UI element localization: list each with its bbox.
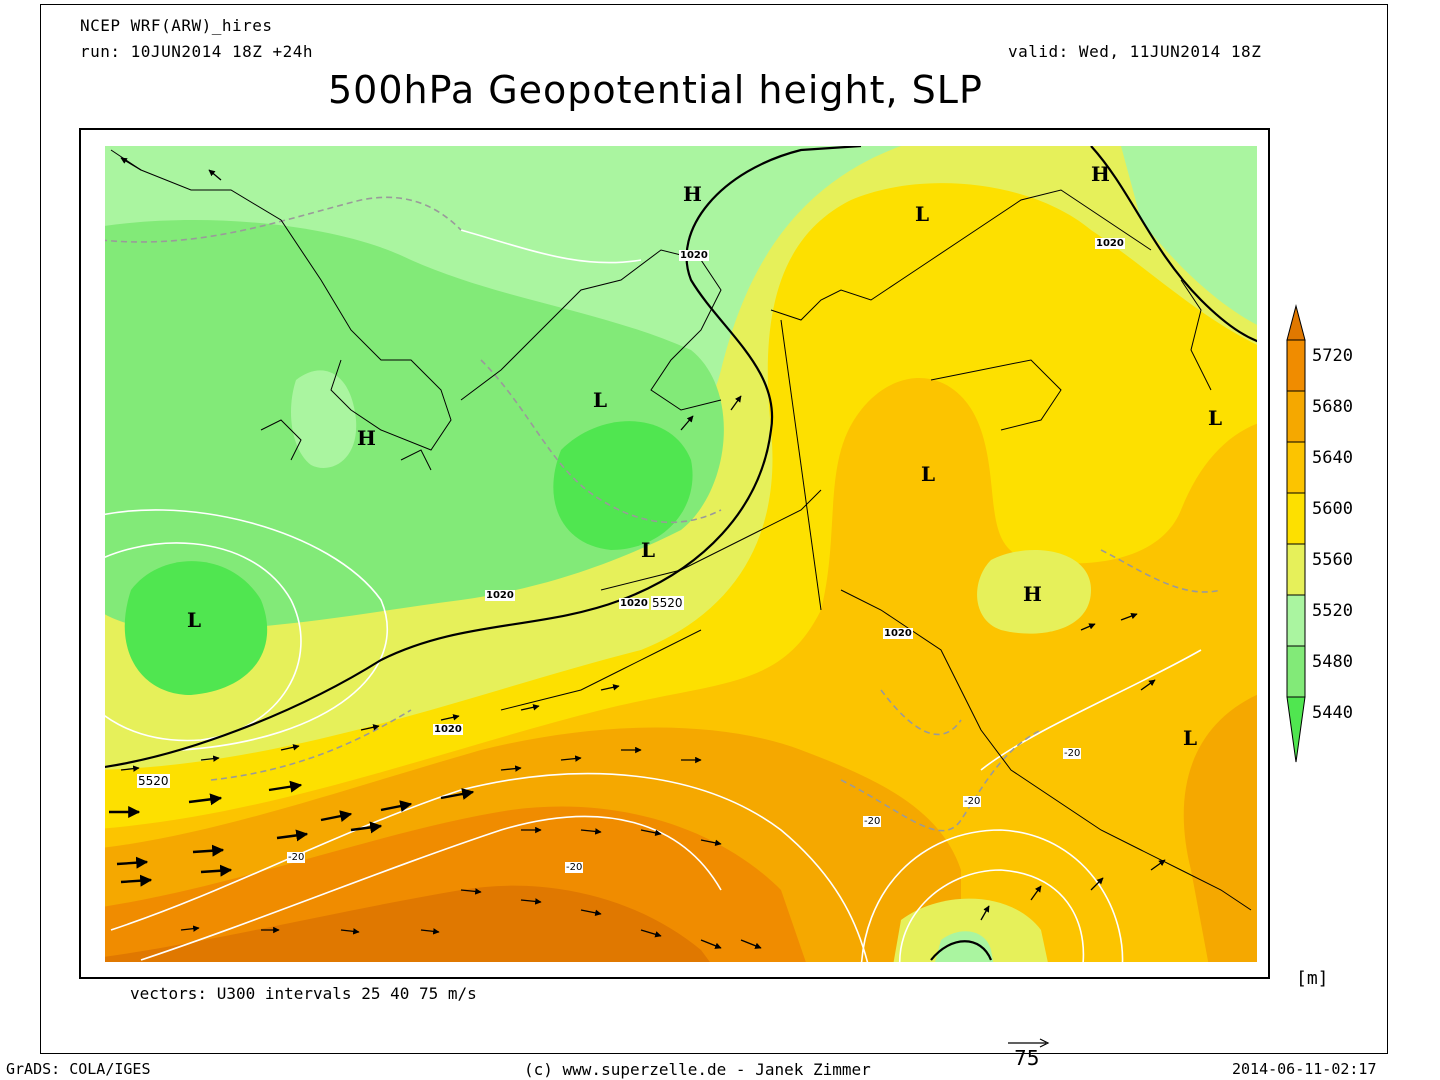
high-center-label: H — [1023, 582, 1042, 606]
colorbar-label: 5440 — [1312, 703, 1353, 723]
author-credit: (c) www.superzelle.de - Janek Zimmer — [524, 1060, 871, 1079]
colorbar-label: 5680 — [1312, 397, 1353, 417]
colorbar-segment — [1286, 543, 1306, 596]
colorbar-label: 5560 — [1312, 550, 1353, 570]
colorbar-label: 5720 — [1312, 346, 1353, 366]
isobar-label: 1020 — [619, 598, 649, 609]
map-title: 500hPa Geopotential height, SLP — [328, 68, 983, 112]
colorbar — [1286, 304, 1306, 763]
slp-isobars — [105, 229, 1202, 962]
isobar-label: 1020 — [485, 590, 515, 601]
temperature-contours — [105, 196, 1222, 832]
isobar-label: 1020 — [433, 724, 463, 735]
low-center-bering — [553, 421, 693, 550]
vector-legend: vectors: U300 intervals 25 40 75 m/s — [130, 984, 477, 1003]
colorbar-segment — [1286, 645, 1306, 698]
low-center-label: L — [593, 388, 608, 412]
high-center-label: H — [357, 426, 376, 450]
colorbar-segment — [1286, 594, 1306, 647]
run-time: run: 10JUN2014 18Z +24h — [80, 42, 314, 61]
colorbar-segment — [1286, 339, 1306, 392]
low-center-label: L — [921, 462, 936, 486]
temperature-label: -20 — [863, 816, 882, 827]
low-center-label: L — [187, 608, 202, 632]
map-canvas — [105, 146, 1257, 962]
colorbar-label: 5480 — [1312, 652, 1353, 672]
weather-map: H H H H L L L L L L L 1020 1020 1020 102… — [79, 128, 1270, 979]
low-center-label: L — [641, 538, 656, 562]
colorbar-label: 5520 — [1312, 601, 1353, 621]
low-center-label: L — [915, 202, 930, 226]
valid-time: valid: Wed, 11JUN2014 18Z — [1008, 42, 1262, 61]
isobar-label: 1020 — [679, 250, 709, 261]
slp-1020-contour — [105, 146, 1257, 961]
colorbar-label: 5640 — [1312, 448, 1353, 468]
colorbar-segment — [1286, 696, 1306, 763]
low-center-label: L — [1208, 406, 1223, 430]
colorbar-segment — [1286, 492, 1306, 545]
shade-east-green — [1121, 146, 1257, 325]
temperature-label: -20 — [287, 852, 306, 863]
isobar-label: 1020 — [1095, 238, 1125, 249]
geopotential-shading — [105, 146, 1257, 962]
render-timestamp: 2014-06-11-02:17 — [1232, 1060, 1377, 1078]
shade-above-5720 — [105, 885, 710, 962]
colorbar-segment — [1286, 441, 1306, 494]
high-center-label: H — [1091, 162, 1110, 186]
height-label: 5520 — [137, 774, 170, 788]
height-label: 5520 — [651, 596, 684, 610]
colorbar-unit: [m] — [1296, 968, 1329, 989]
colorbar-segment — [1286, 390, 1306, 443]
isobar-label: 1020 — [883, 628, 913, 639]
temperature-label: -20 — [565, 862, 584, 873]
colorbar-segment — [1286, 304, 1306, 341]
wind-vectors — [109, 157, 1166, 949]
high-center-label: H — [683, 182, 702, 206]
model-name: NCEP WRF(ARW)_hires — [80, 16, 273, 35]
colorbar-label: 5600 — [1312, 499, 1353, 519]
plot-frame — [40, 4, 1388, 1054]
low-center-label: L — [1183, 726, 1198, 750]
software-credit: GrADS: COLA/IGES — [6, 1060, 151, 1078]
reference-vector-value: 75 — [1014, 1046, 1040, 1070]
temperature-label: -20 — [1063, 748, 1082, 759]
coastlines — [110, 149, 1252, 911]
temperature-label: -20 — [963, 796, 982, 807]
reference-vector-arrow — [1008, 1038, 1050, 1048]
low-center-west — [124, 561, 268, 695]
